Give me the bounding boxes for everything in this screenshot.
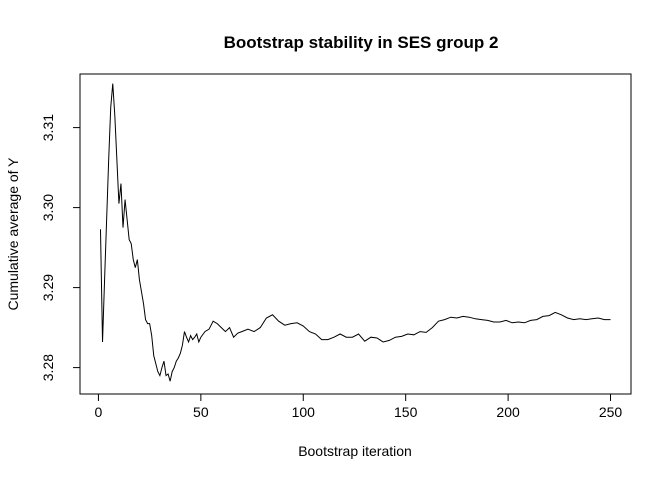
x-tick-label: 0 (95, 404, 103, 420)
x-tick-label: 150 (394, 404, 418, 420)
series-line (99, 83, 611, 382)
x-tick-label: 200 (496, 404, 520, 420)
x-tick-label: 100 (292, 404, 316, 420)
chart-title: Bootstrap stability in SES group 2 (224, 33, 499, 52)
y-tick-label: 3.29 (40, 274, 56, 301)
y-axis-label: Cumulative average of Y (5, 157, 21, 311)
y-tick-label: 3.28 (40, 354, 56, 381)
y-tick-label: 3.30 (40, 194, 56, 221)
y-tick-label: 3.31 (40, 114, 56, 141)
y-axis: 3.28 3.29 3.30 3.31 (40, 114, 81, 381)
x-tick-label: 50 (193, 404, 209, 420)
plot-frame (79, 73, 632, 395)
x-axis: 0 50 100 150 200 250 (95, 393, 623, 420)
x-axis-label: Bootstrap iteration (298, 443, 412, 459)
x-tick-label: 250 (599, 404, 623, 420)
